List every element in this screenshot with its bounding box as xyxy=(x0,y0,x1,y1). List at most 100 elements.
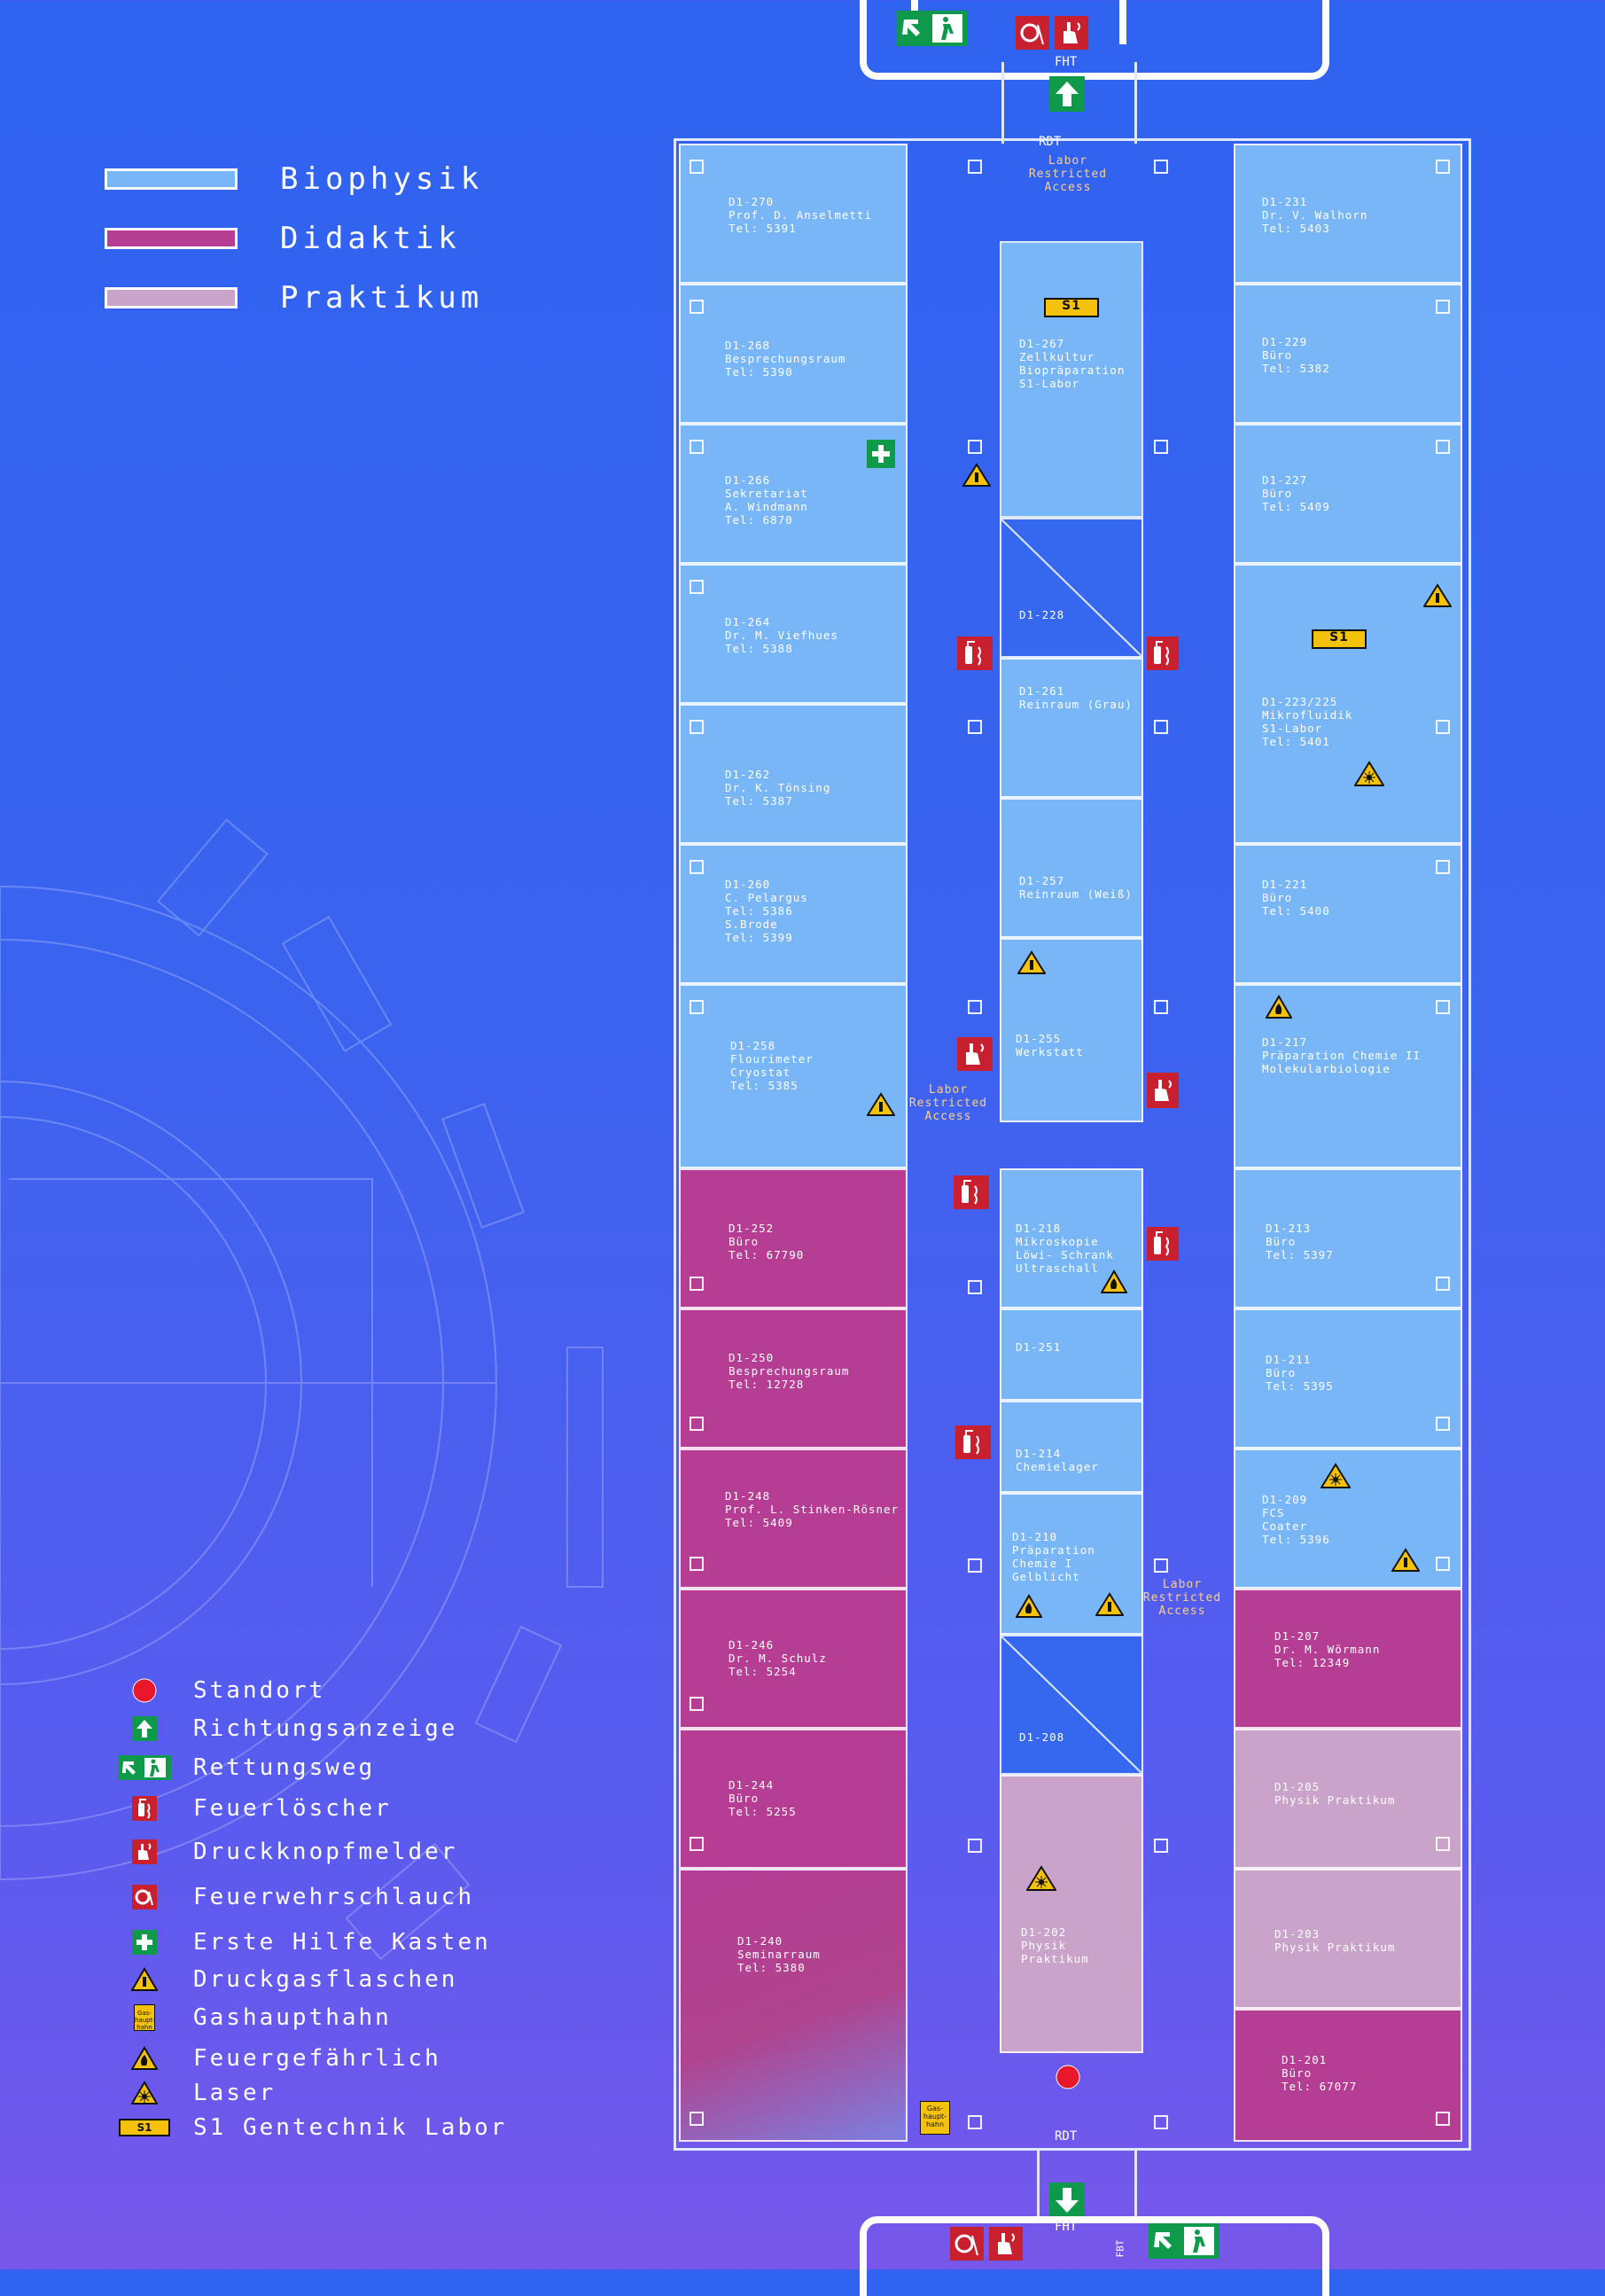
fht-label: FHT xyxy=(1055,55,1078,69)
legend-label: Feuergefährlich xyxy=(193,2045,441,2072)
labor-restricted-access-label: Labor Restricted Access xyxy=(1028,154,1108,194)
standort-dot-icon xyxy=(1056,2065,1080,2089)
gas-cylinder-warning-icon xyxy=(962,463,991,487)
gas-cylinder-warning-icon xyxy=(115,1963,174,1996)
gas-cylinder-warning-icon xyxy=(1017,950,1046,974)
didaktik-swatch xyxy=(105,227,238,249)
direction-arrow-icon xyxy=(1049,2183,1085,2218)
fire-extinguisher-icon xyxy=(954,1175,989,1209)
emergency-exit-icon xyxy=(897,11,968,46)
labor-restricted-access-label: Labor Restricted Access xyxy=(908,1083,988,1123)
room-d1-248: D1-248 Prof. L. Stinken-Rösner Tel: 5409 xyxy=(679,1449,908,1589)
room-d1-208: D1-208 xyxy=(1000,1635,1143,1775)
room-d1-207: D1-207 Dr. M. Wörmann Tel: 12349 xyxy=(1234,1589,1462,1729)
room-d1-228: D1-228 xyxy=(1000,518,1143,658)
standort-dot-icon xyxy=(115,1674,174,1707)
flammable-warning-icon xyxy=(1266,995,1292,1019)
first-aid-icon xyxy=(867,440,895,468)
room-d1-203: D1-203 Physik Praktikum xyxy=(1234,1869,1462,2009)
room-d1-229: D1-229 Büro Tel: 5382 xyxy=(1234,284,1462,424)
room-d1-201: D1-201 Büro Tel: 67077 xyxy=(1234,2009,1462,2142)
room-d1-252: D1-252 Büro Tel: 67790 xyxy=(679,1168,908,1308)
category-legend: Biophysik Didaktik Praktikum xyxy=(105,149,483,327)
fire-extinguisher-icon xyxy=(115,1792,174,1825)
gas-main-valve-icon: Gas-haupt-hahn xyxy=(115,2001,174,2034)
room-d1-205: D1-205 Physik Praktikum xyxy=(1234,1729,1462,1869)
fire-alarm-button-icon xyxy=(115,1835,174,1869)
bottom-stairwell xyxy=(860,2216,1329,2296)
building-outline xyxy=(674,138,1471,2151)
laser-warning-icon xyxy=(1354,761,1384,786)
legend-label: Richtungsanzeige xyxy=(193,1715,458,1742)
legend-item-feuergefaehrlich: Feuergefährlich xyxy=(115,2042,441,2075)
room-d1-246: D1-246 Dr. M. Schulz Tel: 5254 xyxy=(679,1589,908,1729)
fire-extinguisher-icon xyxy=(955,1425,991,1459)
room-d1-210: D1-210 Präparation Chemie I Gelblicht xyxy=(1000,1493,1143,1635)
first-aid-icon xyxy=(115,1925,174,1959)
laser-warning-icon xyxy=(115,2076,174,2110)
room-d1-217: D1-217 Präparation Chemie II Molekularbi… xyxy=(1234,984,1462,1168)
legend-label: Feuerlöscher xyxy=(193,1795,392,1822)
direction-arrow-icon xyxy=(115,1712,174,1745)
flammable-warning-icon xyxy=(115,2042,174,2075)
fire-alarm-button-icon xyxy=(957,1037,993,1071)
fire-alarm-button-icon xyxy=(1147,1073,1179,1108)
room-d1-213: D1-213 Büro Tel: 5397 xyxy=(1234,1168,1462,1308)
room-d1-260: D1-260 C. Pelargus Tel: 5386 S.Brode Tel… xyxy=(679,844,908,984)
legend-label: Didaktik xyxy=(280,220,461,256)
room-d1-223: S1 D1-223/225 Mikrofluidik S1-Labor Tel:… xyxy=(1234,564,1462,844)
room-d1-209: D1-209 FCS Coater Tel: 5396 xyxy=(1234,1449,1462,1589)
room-d1-202: D1-202 Physik Praktikum xyxy=(1000,1775,1143,2053)
legend-item-rettungsweg: Rettungsweg xyxy=(115,1751,375,1784)
room-d1-258: D1-258 Flourimeter Cryostat Tel: 5385 xyxy=(679,984,908,1168)
rdt-label: RDT xyxy=(1055,2129,1078,2144)
room-d1-240: D1-240 Seminarraum Tel: 5380 xyxy=(679,1869,908,2142)
room-d1-261: D1-261 Reinraum (Grau) xyxy=(1000,658,1143,798)
room-d1-264: D1-264 Dr. M. Viefhues Tel: 5388 xyxy=(679,564,908,704)
labor-restricted-access-label: Labor Restricted Access xyxy=(1142,1578,1222,1618)
gas-cylinder-warning-icon xyxy=(867,1092,895,1116)
s1-label-icon: S1 xyxy=(115,2111,174,2144)
fire-extinguisher-icon xyxy=(1147,1227,1179,1261)
room-d1-244: D1-244 Büro Tel: 5255 xyxy=(679,1729,908,1869)
legend-item-praktikum: Praktikum xyxy=(105,268,483,327)
legend-item-druckgasflaschen: Druckgasflaschen xyxy=(115,1963,457,1996)
laser-warning-icon xyxy=(1026,1865,1056,1891)
laser-warning-icon xyxy=(1321,1463,1351,1488)
legend-label: Erste Hilfe Kasten xyxy=(193,1929,491,1956)
flammable-warning-icon xyxy=(1101,1269,1127,1293)
legend-item-feuerloescher: Feuerlöscher xyxy=(115,1792,392,1825)
legend-label: Standort xyxy=(193,1677,326,1704)
legend-label: Gashaupthahn xyxy=(193,2004,392,2031)
gas-cylinder-warning-icon xyxy=(1423,583,1452,607)
legend-label: S1 Gentechnik Labor xyxy=(193,2114,508,2141)
legend-label: Feuerwehrschlauch xyxy=(193,1884,475,1910)
gas-cylinder-warning-icon xyxy=(1391,1548,1420,1572)
room-d1-218: D1-218 Mikroskopie Löwi- Schrank Ultrasc… xyxy=(1000,1168,1143,1308)
room-d1-266: D1-266 Sekretariat A. Windmann Tel: 6870 xyxy=(679,424,908,564)
legend-item-druckknopfmelder: Druckknopfmelder xyxy=(115,1835,457,1869)
direction-arrow-icon xyxy=(1049,76,1085,112)
room-d1-231: D1-231 Dr. V. Walhorn Tel: 5403 xyxy=(1234,144,1462,284)
fire-extinguisher-icon xyxy=(1147,636,1179,670)
legend-item-didaktik: Didaktik xyxy=(105,208,483,268)
s1-badge: S1 xyxy=(1312,629,1367,649)
room-d1-211: D1-211 Büro Tel: 5395 xyxy=(1234,1308,1462,1449)
fht-label: FHT xyxy=(1055,2220,1078,2234)
legend-item-standort: Standort xyxy=(115,1674,325,1707)
fire-hose-icon xyxy=(950,2227,984,2261)
fire-alarm-button-icon xyxy=(1055,16,1088,50)
legend-label: Laser xyxy=(193,2080,277,2106)
praktikum-swatch xyxy=(105,286,238,308)
emergency-exit-icon xyxy=(1149,2223,1219,2259)
room-d1-262: D1-262 Dr. K. Tönsing Tel: 5387 xyxy=(679,704,908,844)
blueprint-background-sketch xyxy=(0,818,604,1961)
biophysik-swatch xyxy=(105,168,238,190)
legend-label: Druckknopfmelder xyxy=(193,1839,458,1865)
floor-plan: FHT RDT D1-270 Prof. D. Anselmetti Tel: … xyxy=(665,0,1605,2296)
fire-extinguisher-icon xyxy=(957,636,993,670)
room-d1-270: D1-270 Prof. D. Anselmetti Tel: 5391 xyxy=(679,144,908,284)
flammable-warning-icon xyxy=(1016,1594,1042,1618)
legend-item-biophysik: Biophysik xyxy=(105,149,483,208)
gas-main-valve-icon: Gas- haupt- hahn xyxy=(920,2101,950,2135)
